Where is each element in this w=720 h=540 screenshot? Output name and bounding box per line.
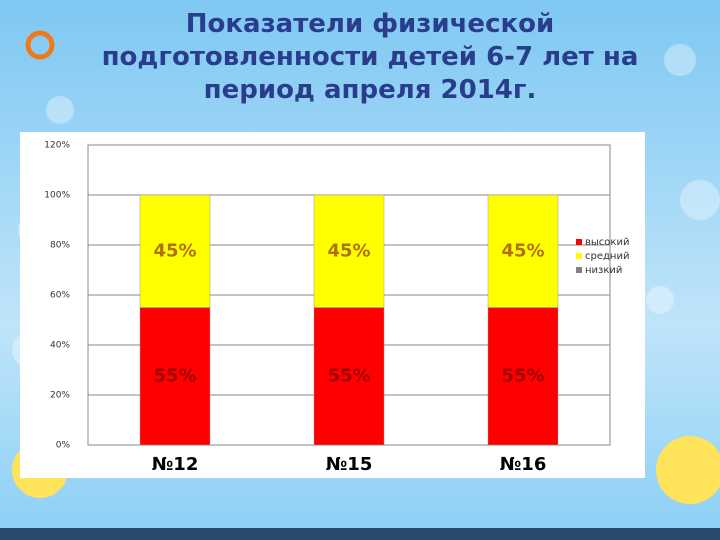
legend-swatch	[576, 239, 582, 245]
value-label: 55%	[327, 365, 370, 386]
decoration-flower	[656, 436, 720, 504]
bar-segment	[313, 194, 385, 308]
bar-segment	[487, 194, 559, 308]
legend-label: средний	[585, 251, 629, 262]
y-tick-label: 0%	[56, 441, 71, 451]
y-tick-label: 100%	[44, 191, 70, 201]
legend-swatch	[576, 267, 582, 273]
value-label: 45%	[327, 240, 370, 261]
y-tick-label: 120%	[44, 141, 70, 151]
bar-segment	[487, 307, 559, 446]
value-label: 55%	[501, 365, 544, 386]
bar-segment	[139, 194, 211, 308]
bar-segment	[313, 307, 385, 446]
value-label: 45%	[501, 240, 544, 261]
legend-label: высокий	[585, 237, 629, 248]
y-tick-label: 40%	[50, 341, 70, 351]
sun	[25, 30, 55, 60]
x-tick-label: №12	[152, 454, 199, 475]
legend-swatch	[576, 253, 582, 259]
bar-segment	[139, 307, 211, 446]
y-tick-label: 80%	[50, 241, 70, 251]
y-tick-label: 20%	[50, 391, 70, 401]
value-label: 55%	[153, 365, 196, 386]
y-tick-label: 60%	[50, 291, 70, 301]
legend-label: низкий	[585, 265, 622, 276]
chart-title: Показатели физической подготовленности д…	[101, 9, 639, 105]
x-tick-label: №15	[326, 454, 373, 475]
bottom-band	[0, 528, 720, 540]
x-tick-label: №16	[500, 454, 547, 475]
value-label: 45%	[153, 240, 196, 261]
